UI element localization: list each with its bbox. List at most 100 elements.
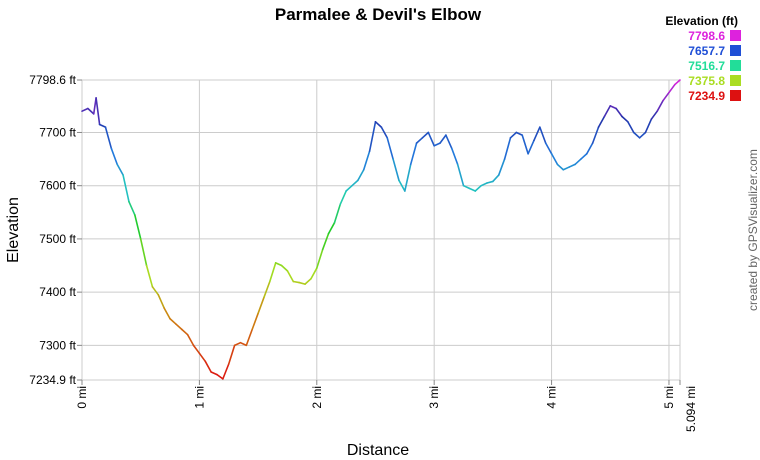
legend-title: Elevation (ft) xyxy=(665,14,738,28)
legend-swatch xyxy=(730,30,741,41)
elevation-segment xyxy=(486,180,494,184)
elevation-segment xyxy=(87,107,95,115)
elevation-segment xyxy=(515,131,524,136)
elevation-segment xyxy=(274,262,283,267)
y-tick-label: 7234.9 ft xyxy=(29,373,76,387)
credit-text: created by GPSVisualizer.com xyxy=(746,149,760,311)
elevation-segment xyxy=(315,248,324,269)
elevation-segment xyxy=(269,262,277,283)
elevation-segment xyxy=(404,163,412,192)
elevation-segment xyxy=(286,270,295,283)
elevation-segment xyxy=(110,147,119,166)
elevation-segment xyxy=(180,328,189,336)
grid-lines xyxy=(81,79,681,381)
elevation-segment xyxy=(662,91,670,102)
x-tick-label: 1 mi xyxy=(192,386,206,409)
legend-swatch xyxy=(730,75,741,86)
elevation-segment xyxy=(568,163,576,168)
elevation-segment xyxy=(128,200,136,216)
chart-title: Parmalee & Devil's Elbow xyxy=(275,5,482,24)
elevation-segment xyxy=(468,187,477,192)
elevation-segment xyxy=(263,280,271,299)
elevation-segment xyxy=(398,179,406,192)
y-tick-label: 7600 ft xyxy=(39,179,76,193)
elevation-segment xyxy=(163,307,171,320)
elevation-profile-line xyxy=(81,79,681,380)
elevation-segment xyxy=(409,142,418,166)
elevation-segment xyxy=(251,312,259,331)
plot-frame xyxy=(81,79,681,381)
elevation-segment xyxy=(298,281,306,285)
elevation-segment xyxy=(169,317,177,325)
elevation-segment xyxy=(204,360,212,373)
elevation-segment xyxy=(198,352,207,363)
elevation-segment xyxy=(292,280,300,284)
x-tick-label: 2 mi xyxy=(310,386,324,409)
x-tick-label: 5 mi xyxy=(662,386,676,409)
elevation-segment xyxy=(456,163,465,187)
elevation-segment xyxy=(421,131,430,139)
elevation-segment xyxy=(134,214,142,240)
elevation-segment xyxy=(222,363,230,380)
elevation-segment xyxy=(104,126,113,150)
y-tick-label: 7400 ft xyxy=(39,285,76,299)
elevation-segment xyxy=(321,232,330,251)
elevation-segment xyxy=(627,121,635,134)
elevation-segment xyxy=(632,131,641,139)
elevation-segment xyxy=(527,139,535,155)
elevation-segment xyxy=(638,131,647,139)
elevation-segment xyxy=(257,296,265,315)
x-tick-label: 4 mi xyxy=(545,386,559,409)
elevation-segment xyxy=(433,142,441,147)
elevation-segment xyxy=(650,110,659,120)
elevation-segment xyxy=(539,126,547,144)
elevation-segment xyxy=(145,264,154,288)
y-tick-label: 7500 ft xyxy=(39,232,76,246)
legend-swatch xyxy=(730,60,741,71)
elevation-segment xyxy=(116,163,124,176)
elevation-segment xyxy=(380,126,389,139)
elevation-segment xyxy=(497,158,506,176)
elevation-segment xyxy=(492,174,500,183)
elevation-segment xyxy=(368,121,377,152)
legend-item-label: 7657.7 xyxy=(688,44,725,58)
elevation-segment xyxy=(151,286,160,296)
elevation-segment xyxy=(562,166,570,171)
elevation-segment xyxy=(95,97,101,126)
legend-item-label: 7798.6 xyxy=(688,29,725,43)
elevation-segment xyxy=(327,222,336,235)
elevation-segment xyxy=(503,136,512,160)
elevation-segment xyxy=(157,293,165,309)
elevation-segment xyxy=(597,115,606,128)
elevation-segment xyxy=(550,152,559,166)
elevation-segment xyxy=(216,373,224,380)
elevation-segment xyxy=(392,158,400,182)
elevation-segment xyxy=(474,184,482,192)
elevation-segment xyxy=(139,238,148,267)
elevation-segment xyxy=(603,105,612,118)
elevation-segment xyxy=(81,107,89,112)
elevation-segment xyxy=(621,115,629,123)
legend-item-label: 7234.9 xyxy=(688,89,725,103)
elevation-segment xyxy=(357,168,365,182)
elevation-segment xyxy=(227,344,236,365)
elevation-segment xyxy=(415,136,424,144)
elevation-segment xyxy=(310,267,318,280)
elevation-segment xyxy=(574,158,582,166)
elevation-segment xyxy=(186,333,195,347)
elevation-segment xyxy=(351,179,359,187)
elevation-segment xyxy=(480,182,488,187)
elevation-segment xyxy=(609,105,617,110)
elevation-segment xyxy=(362,150,371,171)
elevation-segment xyxy=(656,99,664,112)
y-tick-label: 7798.6 ft xyxy=(29,73,76,87)
elevation-segment xyxy=(239,341,248,347)
elevation-segment xyxy=(245,328,254,347)
y-axis-label: Elevation xyxy=(5,197,22,263)
elevation-segment xyxy=(533,126,541,142)
elevation-segment xyxy=(210,371,218,376)
elevation-segment xyxy=(591,126,600,144)
elevation-segment xyxy=(339,190,347,206)
